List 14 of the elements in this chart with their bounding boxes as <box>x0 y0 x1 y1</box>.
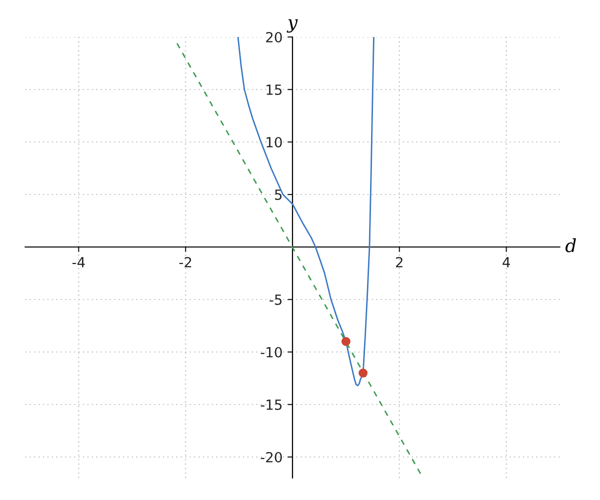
y-tick-label: 10 <box>266 136 282 148</box>
x-tick-label: -4 <box>72 257 85 268</box>
y-tick-label: 5 <box>275 190 282 200</box>
y-tick-label: -10 <box>260 346 282 358</box>
y-tick-label: 20 <box>266 32 282 42</box>
x-tick-label: 4 <box>502 257 510 268</box>
y-tick-label: -20 <box>260 452 282 462</box>
y-tick-label: -15 <box>260 400 282 410</box>
y-tick-label: -5 <box>270 294 282 305</box>
x-tick-label: 2 <box>396 256 402 268</box>
y-tick-label: 15 <box>266 84 282 95</box>
y-axis-title: y <box>286 19 298 33</box>
x-tick-label: -2 <box>179 256 192 268</box>
x-axis-title: d <box>566 238 576 252</box>
